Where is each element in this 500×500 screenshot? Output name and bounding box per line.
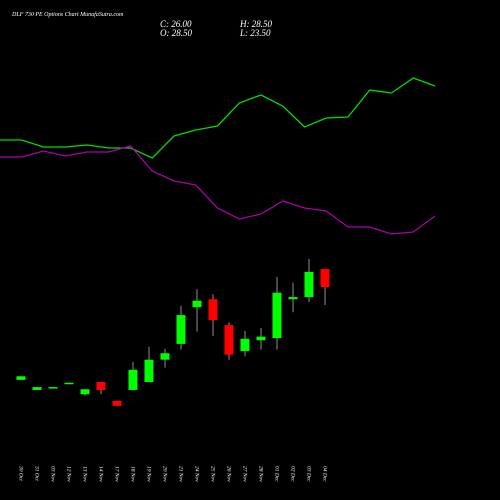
candle-body bbox=[208, 299, 218, 321]
x-tick-label: 01 Dec bbox=[274, 466, 280, 482]
candle-body bbox=[224, 325, 234, 355]
x-tick-label: 13 Nov bbox=[82, 466, 88, 482]
candle-body bbox=[80, 389, 90, 395]
x-tick-label: 26 Nov bbox=[226, 466, 232, 482]
x-tick-label: 03 Nov bbox=[50, 466, 56, 482]
x-tick-label: 24 Nov bbox=[194, 466, 201, 482]
candle-body bbox=[272, 292, 282, 339]
candle-body bbox=[16, 376, 26, 380]
candle-body bbox=[176, 315, 186, 344]
x-tick-label: 18 Nov bbox=[130, 466, 136, 482]
chart-title: DLF 730 PE Options Chart MunafaSutra.com bbox=[11, 11, 124, 18]
high-label: H: 28.50 bbox=[239, 19, 272, 29]
candle-body bbox=[112, 400, 122, 406]
candle-body bbox=[160, 353, 170, 360]
close-label: C: 26.00 bbox=[160, 19, 192, 29]
x-tick-label: 14 Nov bbox=[98, 466, 105, 482]
candle-body bbox=[32, 387, 42, 390]
x-tick-label: 04 Dec bbox=[322, 466, 329, 482]
x-tick-label: 31 Oct bbox=[34, 465, 40, 481]
x-tick-label: 28 Nov bbox=[258, 466, 264, 482]
x-tick-label: 25 Nov bbox=[210, 466, 216, 482]
x-tick-label: 03 Dec bbox=[306, 466, 312, 482]
candle-body bbox=[256, 336, 266, 341]
candle-body bbox=[96, 382, 106, 390]
candle-body bbox=[192, 300, 202, 308]
candle-body bbox=[144, 359, 154, 383]
indicator-line bbox=[0, 77, 436, 159]
x-tick-label: 02 Dec bbox=[290, 466, 296, 482]
x-tick-label: 19 Nov bbox=[146, 466, 152, 482]
candle-body bbox=[288, 297, 298, 300]
x-tick-label: 30 Oct bbox=[18, 465, 24, 481]
candle-body bbox=[240, 338, 250, 352]
candle-body bbox=[48, 387, 58, 389]
x-tick-label: 21 Nov bbox=[178, 466, 184, 482]
x-tick-label: 12 Nov bbox=[66, 466, 72, 482]
candle-body bbox=[304, 271, 314, 298]
low-label: L: 23.50 bbox=[239, 28, 271, 38]
candle-body bbox=[320, 269, 330, 287]
candle-body bbox=[64, 382, 74, 385]
open-label: O: 28.50 bbox=[160, 28, 192, 38]
x-tick-label: 20 Nov bbox=[162, 466, 168, 482]
indicator-line bbox=[0, 145, 436, 235]
x-tick-label: 17 Nov bbox=[114, 466, 120, 482]
candle-body bbox=[128, 369, 138, 390]
x-tick-label: 27 Nov bbox=[242, 466, 248, 482]
